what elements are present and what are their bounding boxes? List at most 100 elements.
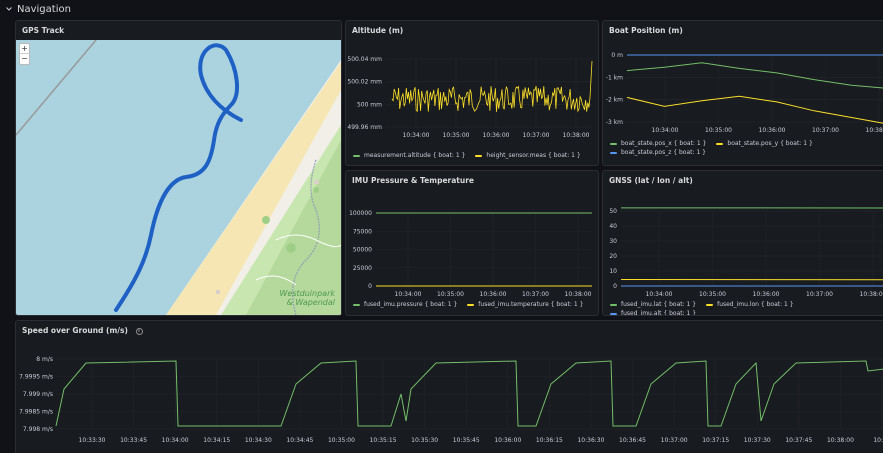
legend-label: fused_imu.alt { boat: 1 } — [621, 310, 697, 316]
x-tick-label: 10:36:00 — [483, 132, 510, 139]
panel-title: Speed over Ground (m/s) — [22, 326, 128, 335]
x-tick-label: 10:34:00 — [162, 437, 189, 444]
x-tick-label: 10:35:30 — [411, 437, 438, 444]
legend-item[interactable]: fused_imu.temperature { boat: 1 } — [467, 301, 583, 308]
x-tick-label: 10:37:00 — [812, 127, 839, 134]
y-tick-label: 30 — [609, 238, 617, 245]
legend-swatch — [716, 142, 724, 145]
x-tick-label: 10:34:00 — [652, 127, 679, 134]
x-tick-label: 10:38:00 — [563, 132, 590, 139]
legend-label: boat_state.pos_x { boat: 1 } — [621, 140, 707, 147]
map[interactable]: + − Westduinpark & Wapendal — [16, 39, 341, 315]
legend-swatch — [353, 154, 360, 157]
x-tick-label: 10:37:45 — [785, 437, 812, 444]
y-tick-label: 7.9985 m/s — [19, 409, 53, 416]
legend-label: fused_imu.lon { boat: 1 } — [717, 301, 794, 308]
x-tick-label: 10:36:30 — [577, 437, 604, 444]
legend-item[interactable]: height_sensor.meas { boat: 1 } — [475, 152, 581, 159]
x-tick-label: 10:36:00 — [759, 127, 786, 134]
y-tick-label: 500.04 mm — [347, 56, 382, 63]
y-tick-label: 500.02 mm — [347, 79, 382, 86]
legend-item[interactable]: boat_state.pos_z { boat: 1 } — [610, 149, 706, 156]
x-tick-label: 10:37:00 — [661, 437, 688, 444]
map-canvas[interactable] — [16, 39, 341, 315]
y-tick-label: 7.998 m/s — [23, 426, 53, 433]
legend-swatch — [610, 312, 617, 315]
x-tick-label: 10:38:00 — [860, 291, 883, 298]
legend-label: height_sensor.meas { boat: 1 } — [486, 152, 581, 159]
x-tick-label: 10:38:00 — [866, 127, 883, 134]
x-tick-label: 10:34:00 — [646, 291, 673, 298]
chevron-down-icon[interactable] — [3, 3, 15, 15]
legend-label: measurement.altitude { boat: 1 } — [364, 152, 466, 159]
x-tick-label: 10:35:00 — [705, 127, 732, 134]
panel-title-row: Speed over Ground (m/s) i — [22, 326, 143, 335]
panel-gps-track: GPS Track + − — [15, 20, 342, 316]
row-title: Navigation — [17, 3, 71, 15]
y-tick-label: 0 m — [611, 52, 623, 59]
panel-speed: Speed over Ground (m/s) i 8 m/s 7.9995 m/… — [15, 320, 883, 453]
imu-chart[interactable]: 100000 75000 50000 25000 0 10:34:00 10:35:00 10… — [346, 189, 599, 309]
legend-label: fused_imu.lat { boat: 1 } — [621, 301, 697, 308]
x-tick-label: 10:34:00 — [395, 291, 422, 298]
legend-swatch — [475, 154, 483, 157]
legend-item[interactable]: boat_state.pos_x { boat: 1 } — [610, 140, 706, 147]
imu-legend: fused_imu.pressure { boat: 1 } fused_imu.… — [353, 301, 598, 308]
gnss-chart[interactable]: 50 40 30 20 10 0 10:34:00 10:35:00 10:36:00 10:37… — [603, 189, 883, 309]
x-tick-label: 10:33:30 — [79, 437, 106, 444]
x-tick-label: 10:35:45 — [453, 437, 480, 444]
legend-item[interactable]: fused_imu.alt { boat: 1 } — [610, 310, 697, 316]
legend-item[interactable]: measurement.altitude { boat: 1 } — [353, 152, 465, 159]
x-tick-label: 10:38:00 — [827, 437, 854, 444]
x-tick-label: 10:37:00 — [523, 132, 550, 139]
series-line — [626, 62, 883, 89]
altitude-chart[interactable]: 500.04 mm 500.02 mm 500 mm 499.96 mm 10:34:0… — [346, 39, 599, 159]
legend-swatch — [610, 142, 617, 145]
legend-label: fused_imu.pressure { boat: 1 } — [364, 301, 458, 308]
legend-item[interactable]: boat_state.pos_y { boat: 1 } — [716, 140, 813, 147]
legend-swatch — [353, 303, 360, 306]
info-icon[interactable]: i — [135, 327, 143, 335]
panel-gnss: GNSS (lat / lon / alt) 50 40 30 20 10 0 10:34:… — [602, 170, 883, 316]
x-tick-label: 10:36:00 — [480, 291, 507, 298]
y-tick-label: -2 km — [606, 97, 623, 104]
x-tick-label: 10:34:30 — [245, 437, 272, 444]
x-tick-label: 10:33:45 — [120, 437, 147, 444]
panel-title: GNSS (lat / lon / alt) — [609, 176, 693, 185]
y-tick-label: 50 — [609, 208, 617, 215]
legend-item[interactable]: fused_imu.lon { boat: 1 } — [706, 301, 794, 308]
x-tick-label: 10:36:00 — [494, 437, 521, 444]
zoom-out-button[interactable]: − — [21, 54, 28, 63]
altitude-legend: measurement.altitude { boat: 1 } height_s… — [353, 152, 598, 159]
x-tick-label: 10:34:00 — [403, 132, 430, 139]
x-tick-label: 10:38 — [873, 437, 883, 444]
y-tick-label: 0 — [368, 283, 372, 290]
boat-position-chart[interactable]: 0 m -1 km -2 km -3 km 10:34:00 10:35:00 10:36:… — [603, 39, 883, 149]
y-tick-label: 40 — [609, 223, 617, 230]
legend-item[interactable]: fused_imu.pressure { boat: 1 } — [353, 301, 457, 308]
y-tick-label: 50000 — [353, 247, 372, 254]
series-line — [626, 95, 883, 124]
x-tick-label: 10:37:00 — [806, 291, 833, 298]
y-tick-label: 7.9995 m/s — [19, 374, 53, 381]
panel-boat-position: Boat Position (m) 0 m -1 km -2 km -3 km 10:3… — [602, 20, 883, 166]
panel-title: Altitude (m) — [352, 26, 404, 35]
y-tick-label: -1 km — [606, 74, 623, 81]
row-header-navigation[interactable]: Navigation — [0, 0, 883, 18]
x-tick-label: 10:35:00 — [699, 291, 726, 298]
legend-label: boat_state.pos_y { boat: 1 } — [727, 140, 813, 147]
panel-imu: IMU Pressure & Temperature 100000 75000 50… — [345, 170, 599, 316]
x-tick-label: 10:37:15 — [702, 437, 729, 444]
speed-chart[interactable]: 8 m/s 7.9995 m/s 7.999 m/s 7.9985 m/s 7.998 … — [16, 339, 883, 453]
y-tick-label: -3 km — [606, 119, 623, 126]
zoom-in-button[interactable]: + — [20, 44, 29, 54]
map-place-label: Westduinpark & Wapendal — [280, 289, 335, 307]
legend-swatch — [467, 303, 475, 306]
legend-swatch — [610, 151, 617, 154]
legend-item[interactable]: fused_imu.lat { boat: 1 } — [610, 301, 696, 308]
gnss-legend: fused_imu.lat { boat: 1 } fused_imu.lon {… — [610, 301, 883, 316]
x-tick-label: 10:36:00 — [753, 291, 780, 298]
panel-title: GPS Track — [22, 26, 65, 35]
x-tick-label: 10:35:00 — [443, 132, 470, 139]
y-tick-label: 20 — [609, 253, 617, 260]
